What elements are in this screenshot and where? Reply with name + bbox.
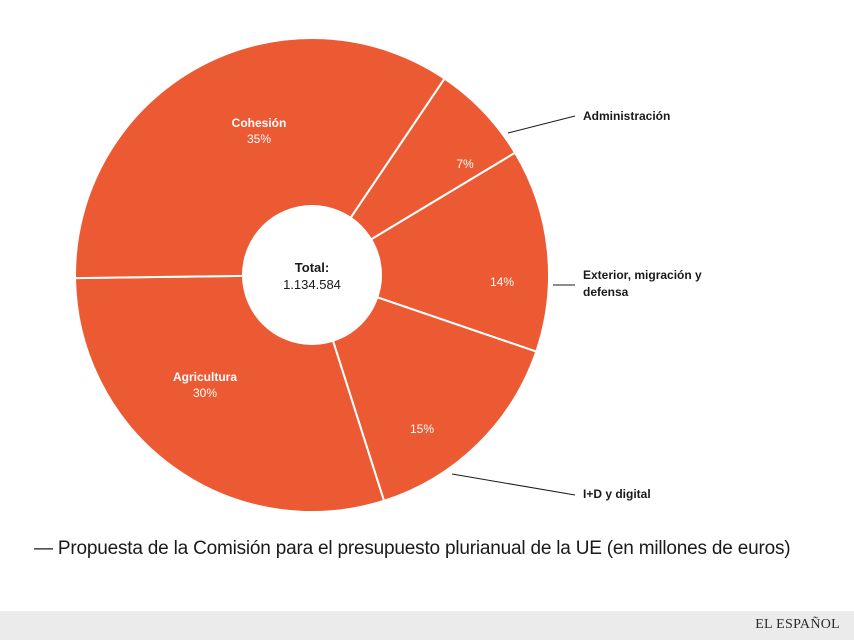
caption-text: Propuesta de la Comisión para el presupu…	[57, 538, 791, 559]
donut-chart: 7% Administración 14% Exterior, migración y…	[74, 37, 702, 513]
chart-caption: — Propuesta de la Comisión para el presu…	[34, 538, 791, 560]
leader-line	[507, 115, 576, 134]
leaders-layer	[451, 115, 576, 496]
slice-percent-label: 7%	[456, 157, 474, 171]
brand-logo: EL ESPAÑOL	[755, 617, 840, 632]
slice-name-label: Agricultura	[173, 370, 237, 384]
slice-name-label: Administración	[583, 109, 670, 123]
slice-percent-label: 14%	[490, 275, 514, 289]
center-total-value: 1.134.584	[283, 277, 341, 292]
slice-name-label: Cohesión	[232, 116, 287, 130]
slices-layer	[74, 37, 550, 513]
donut-slice	[74, 37, 446, 280]
labels-layer: 7% Administración 14% Exterior, migración y…	[173, 109, 702, 501]
slice-percent-label: 15%	[410, 422, 434, 436]
footer-bar: EL ESPAÑOL	[0, 611, 854, 640]
donut-hole	[242, 205, 382, 345]
donut-chart-svg: 7% Administración 14% Exterior, migración y…	[74, 37, 702, 513]
donut-slice	[309, 151, 550, 353]
center-total-label: Total:	[295, 260, 329, 275]
slice-percent-label: 30%	[193, 386, 217, 400]
donut-slice	[311, 77, 517, 276]
leader-line	[451, 473, 576, 496]
slice-percent-label: 35%	[247, 132, 271, 146]
slice-name-label: I+D y digital	[583, 487, 651, 501]
caption-dash: —	[34, 538, 53, 559]
slice-name-label: Exterior, migración y defensa	[583, 268, 702, 299]
donut-slice	[310, 273, 538, 503]
